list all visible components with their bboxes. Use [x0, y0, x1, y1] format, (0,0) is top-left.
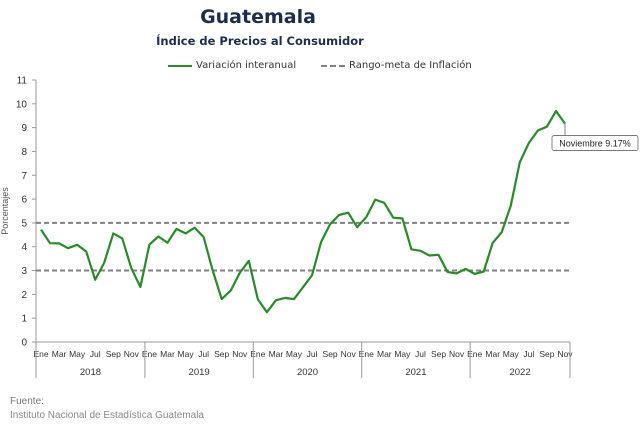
y-tick-label: 7 — [21, 171, 27, 182]
x-tick-label: Ene — [359, 349, 374, 359]
x-tick-label: Nov — [449, 349, 465, 359]
x-tick-label: Sep — [539, 349, 554, 359]
year-label: 2020 — [297, 367, 318, 378]
y-tick-label: 0 — [21, 338, 27, 349]
legend-swatch-solid — [168, 64, 192, 67]
y-tick-label: 6 — [21, 195, 27, 206]
legend-label-rango-meta: Rango-meta de Inflación — [349, 60, 472, 71]
y-tick-label: 4 — [21, 242, 27, 253]
x-tick-label: Jul — [415, 349, 426, 359]
y-tick-label: 11 — [17, 76, 28, 87]
source-heading: Fuente: — [10, 396, 44, 407]
chart-title: Guatemala — [200, 6, 316, 28]
x-tick-label: Sep — [431, 349, 446, 359]
y-tick-label: 10 — [16, 99, 28, 110]
x-tick-label: Nov — [557, 349, 573, 359]
x-tick-label: Mar — [160, 349, 175, 359]
x-tick-label: Ene — [142, 349, 157, 359]
x-tick-label: Jul — [307, 349, 318, 359]
x-tick-label: Jul — [90, 349, 101, 359]
y-axis-title: Porcentajes — [0, 187, 10, 235]
x-tick-label: Jul — [198, 349, 209, 359]
legend-swatch-dashed — [321, 64, 345, 67]
y-tick-label: 3 — [21, 266, 27, 277]
x-tick-label: Sep — [214, 349, 229, 359]
x-tick-label: May — [394, 349, 411, 359]
x-tick-label: May — [69, 349, 86, 359]
series-line-variacion-interanual — [40, 109, 566, 314]
x-tick-label: Mar — [485, 349, 500, 359]
year-label: 2022 — [509, 367, 530, 378]
legend-item-rango-meta: Rango-meta de Inflación — [321, 60, 472, 71]
y-tick-label: 2 — [21, 290, 27, 301]
y-tick-label: 9 — [21, 123, 27, 134]
x-tick-label: May — [178, 349, 195, 359]
legend-item-variacion: Variación interanual — [168, 60, 296, 71]
year-label: 2021 — [405, 367, 426, 378]
annotation-box — [551, 135, 639, 151]
x-tick-label: Jul — [523, 349, 534, 359]
year-label: 2018 — [80, 367, 101, 378]
legend-label-variacion: Variación interanual — [196, 60, 297, 71]
x-tick-label: Ene — [467, 349, 482, 359]
y-tick-label: 1 — [21, 314, 27, 325]
y-tick-label: 8 — [21, 147, 27, 158]
x-tick-label: May — [503, 349, 520, 359]
chart-subtitle: Índice de Precios al Consumidor — [156, 34, 364, 48]
x-tick-label: Mar — [269, 349, 284, 359]
x-tick-label: Nov — [124, 349, 140, 359]
x-tick-label: Nov — [341, 349, 357, 359]
x-tick-label: Ene — [33, 349, 48, 359]
year-label: 2019 — [189, 367, 210, 378]
x-tick-label: May — [286, 349, 303, 359]
x-tick-label: Nov — [232, 349, 248, 359]
x-tick-label: Mar — [52, 349, 67, 359]
x-tick-label: Ene — [250, 349, 265, 359]
x-tick-label: Sep — [106, 349, 121, 359]
x-tick-label: Mar — [377, 349, 392, 359]
x-tick-label: Sep — [323, 349, 338, 359]
source-text: Instituto Nacional de Estadística Guatem… — [10, 410, 204, 421]
annotation-label: Noviembre 9.17% — [559, 139, 631, 149]
y-tick-label: 5 — [21, 218, 27, 229]
